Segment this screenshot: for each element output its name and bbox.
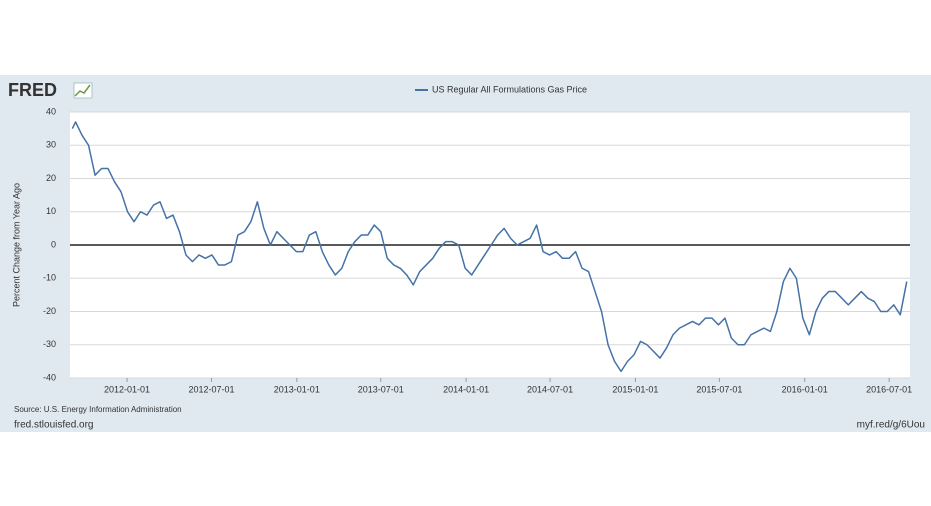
short-link[interactable]: myf.red/g/6Uou xyxy=(857,420,925,431)
y-tick-label: 10 xyxy=(46,206,56,216)
y-tick-label: -40 xyxy=(43,372,56,382)
y-tick-label: -20 xyxy=(43,306,56,316)
y-tick-label: 40 xyxy=(46,106,56,116)
site-link[interactable]: fred.stlouisfed.org xyxy=(14,420,94,431)
x-tick-label: 2013-07-01 xyxy=(358,384,404,394)
y-tick-label: 20 xyxy=(46,173,56,183)
y-tick-label: -10 xyxy=(43,273,56,283)
x-tick-label: 2013-01-01 xyxy=(274,384,320,394)
x-tick-label: 2014-07-01 xyxy=(527,384,573,394)
x-tick-label: 2016-01-01 xyxy=(782,384,828,394)
x-tick-label: 2014-01-01 xyxy=(443,384,489,394)
data-line xyxy=(71,121,908,373)
logo-icon xyxy=(73,82,93,99)
brand-logo[interactable]: FRED xyxy=(8,80,57,100)
x-tick-label: 2015-07-01 xyxy=(696,384,742,394)
legend-label: US Regular All Formulations Gas Price xyxy=(432,84,587,94)
y-tick-label: 0 xyxy=(51,239,56,249)
y-tick-label: 30 xyxy=(46,140,56,150)
y-tick-label: -30 xyxy=(43,339,56,349)
x-tick-label: 2015-01-01 xyxy=(612,384,658,394)
source-note: Source: U.S. Energy Information Administ… xyxy=(14,405,182,414)
x-tick-label: 2012-07-01 xyxy=(188,384,234,394)
y-axis-label: Percent Change from Year Ago xyxy=(11,183,21,307)
x-tick-label: 2016-07-01 xyxy=(866,384,912,394)
x-tick-label: 2012-01-01 xyxy=(104,384,150,394)
